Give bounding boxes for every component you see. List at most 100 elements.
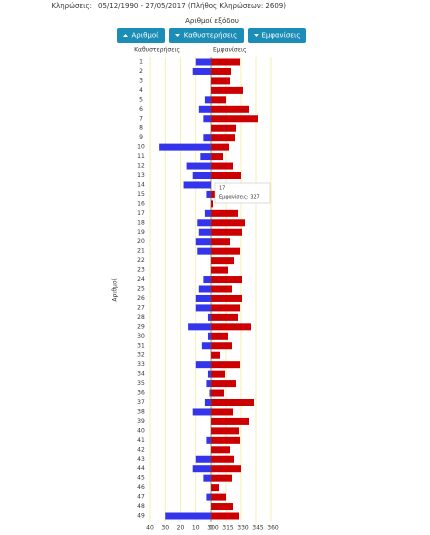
y-tick-label: 32 (137, 352, 145, 359)
bar (201, 342, 211, 350)
bar (198, 285, 211, 293)
y-tick-label: 3 (139, 77, 143, 84)
bar (211, 190, 215, 198)
bar (211, 323, 251, 331)
bar (211, 399, 254, 406)
y-tick-label: 7 (139, 115, 143, 122)
bar (195, 58, 211, 66)
bar (211, 512, 239, 520)
bar (211, 276, 242, 284)
x2-tick-label: 315 (222, 525, 234, 532)
y-tick-label: 31 (137, 342, 145, 349)
button-label: Εμφανίσεις (261, 32, 300, 40)
bar (195, 238, 211, 246)
bar (195, 455, 211, 463)
y-tick-label: 10 (137, 144, 145, 151)
bar (211, 77, 230, 85)
y-tick-label: 16 (137, 200, 145, 207)
sort-button[interactable]: Καθυστερήσεις (169, 28, 244, 43)
bar (211, 294, 242, 302)
bar (192, 408, 211, 416)
bar (211, 465, 241, 473)
bar (197, 247, 211, 255)
bar (211, 342, 232, 350)
y-tick-label: 2 (139, 68, 143, 75)
bar (207, 313, 211, 321)
bar (200, 153, 211, 161)
y-axis-label: Αριθμοί (112, 278, 119, 301)
bar (211, 351, 220, 359)
bar (211, 124, 236, 132)
x-tick-label: 30 (161, 525, 169, 532)
header-range: 05/12/1990 - 27/05/2017 (Πλήθος Κληρώσεω… (98, 2, 286, 10)
bar (211, 285, 232, 293)
y-tick-label: 40 (137, 427, 145, 434)
legend-label: Καθυστερήσεις (134, 47, 180, 54)
y-tick-label: 49 (137, 513, 145, 520)
bar (211, 446, 230, 454)
y-tick-label: 12 (137, 163, 145, 170)
y-tick-label: 17 (137, 210, 145, 217)
bar (192, 67, 211, 75)
y-tick-label: 38 (137, 408, 145, 415)
bar (211, 503, 233, 511)
bar (204, 209, 211, 217)
y-tick-label: 37 (137, 399, 145, 406)
y-tick-label: 25 (137, 286, 145, 293)
button-label: Καθυστερήσεις (184, 32, 238, 40)
bar (192, 172, 211, 179)
y-tick-label: 26 (137, 295, 145, 302)
y-tick-label: 8 (139, 125, 143, 132)
sort-button[interactable]: Αριθμοί (117, 28, 165, 43)
sort-button[interactable]: Εμφανίσεις (248, 28, 306, 43)
bar (198, 105, 211, 113)
y-tick-label: 27 (137, 304, 145, 311)
bar (188, 323, 211, 331)
y-tick-label: 47 (137, 494, 145, 501)
y-tick-label: 19 (137, 229, 145, 236)
bar (211, 266, 228, 274)
y-tick-label: 39 (137, 418, 145, 425)
bar (211, 389, 224, 397)
chart-title: Αριθμοί εξόδου (185, 17, 239, 25)
bar (203, 276, 211, 284)
y-tick-label: 9 (139, 134, 143, 141)
bar (211, 143, 229, 151)
y-tick-label: 48 (137, 503, 145, 510)
button-bg (117, 28, 165, 43)
x2-tick-label: 300 (207, 525, 219, 532)
y-tick-label: 14 (137, 181, 145, 188)
tooltip-title: 17 (219, 186, 225, 192)
y-tick-label: 5 (139, 96, 143, 103)
bar (211, 115, 258, 123)
button-icon (175, 34, 180, 37)
bar (211, 96, 226, 104)
bar (211, 417, 249, 425)
y-tick-label: 45 (137, 475, 145, 482)
y-tick-label: 18 (137, 219, 145, 226)
y-tick-label: 30 (137, 333, 145, 340)
button-label: Αριθμοί (132, 32, 160, 40)
y-tick-label: 6 (139, 106, 143, 113)
bar (211, 332, 228, 340)
bar (211, 257, 234, 265)
y-tick-label: 41 (137, 437, 145, 444)
y-tick-label: 1 (139, 59, 143, 66)
bar (211, 86, 243, 94)
x2-tick-label: 330 (237, 525, 249, 532)
y-tick-label: 28 (137, 314, 145, 321)
bar (192, 465, 211, 473)
header-label: Κληρώσεις: (51, 2, 92, 10)
y-tick-label: 15 (137, 191, 145, 198)
bar (211, 247, 240, 255)
bar (186, 162, 211, 170)
bar (204, 96, 211, 104)
bar (211, 370, 225, 378)
bar (207, 370, 211, 378)
bar (211, 304, 240, 312)
x-tick-label: 0 (209, 525, 213, 532)
bar (203, 134, 211, 142)
bar (206, 436, 211, 444)
y-tick-label: 20 (137, 238, 145, 245)
